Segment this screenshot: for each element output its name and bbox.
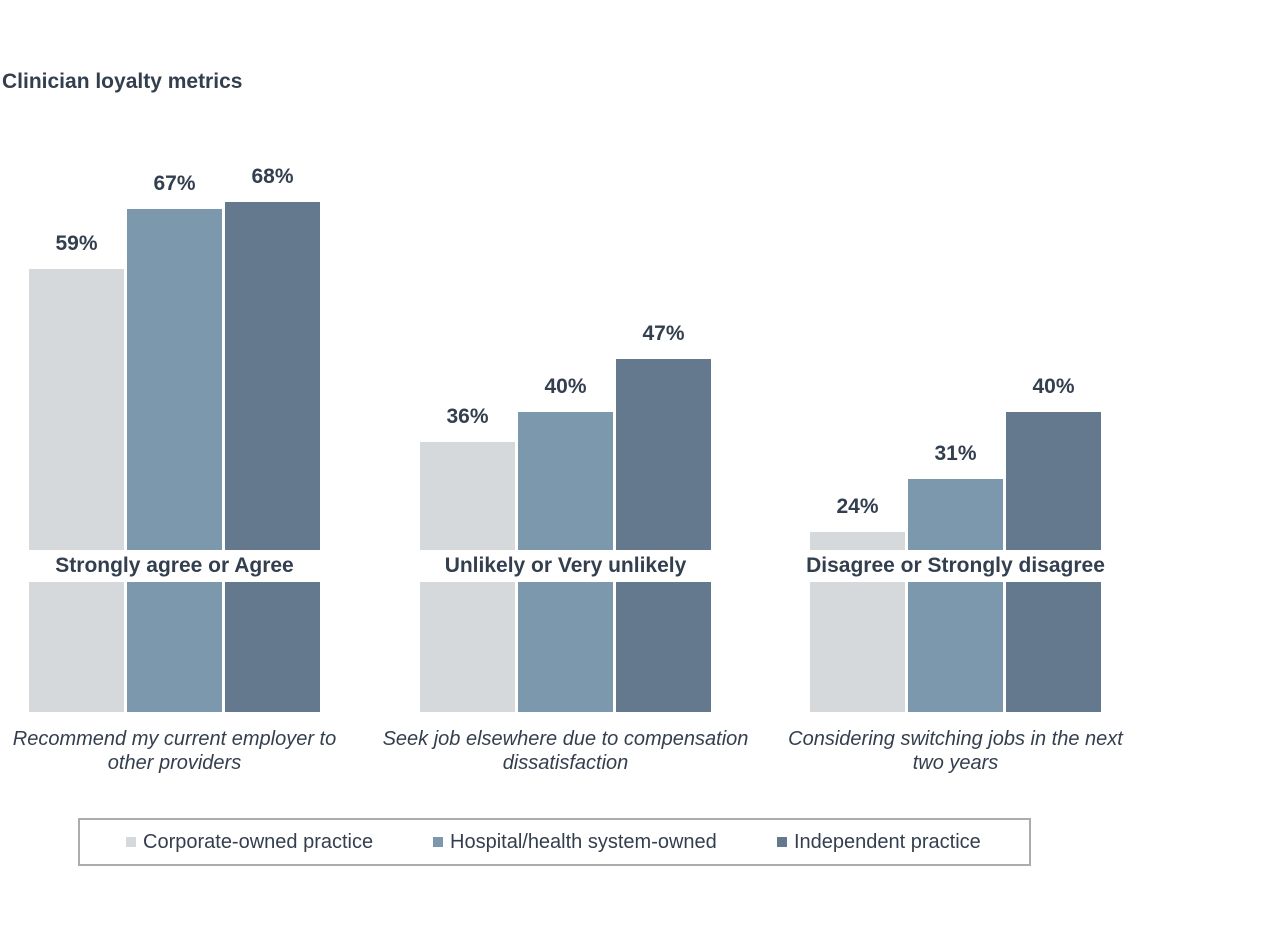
- value-label: 67%: [153, 172, 196, 195]
- value-label: 24%: [836, 495, 879, 518]
- legend-entry-3: Independent practice: [777, 820, 981, 864]
- bar-group1-series2: [127, 209, 222, 712]
- value-label: 47%: [642, 322, 685, 345]
- legend-label: Corporate-owned practice: [143, 830, 374, 853]
- group-caption-line: other providers: [107, 752, 242, 774]
- group-caption-line: Considering switching jobs in the next: [788, 728, 1123, 750]
- group-label: Strongly agree or Agree: [4, 550, 345, 582]
- group-caption: Considering switching jobs in the next tw…: [770, 727, 1141, 775]
- group-label: Unlikely or Very unlikely: [395, 550, 736, 582]
- legend-entry-1: Corporate-owned practice: [126, 820, 373, 864]
- legend-entry-2: Hospital/health system-owned: [433, 820, 717, 864]
- legend-marker-icon: [777, 837, 787, 847]
- value-label: 40%: [1032, 375, 1075, 398]
- legend-marker-icon: [126, 837, 136, 847]
- value-label: 36%: [446, 405, 489, 428]
- bar-group1-series1: [29, 269, 124, 712]
- legend-label: Independent practice: [794, 830, 981, 853]
- bar-group3-series2: [908, 479, 1003, 712]
- bar-group1-series3: [225, 202, 320, 712]
- group-caption-line: Seek job elsewhere due to compensation: [382, 728, 749, 750]
- value-label: 59%: [55, 232, 98, 255]
- value-label: 40%: [544, 375, 587, 398]
- value-label: 68%: [251, 165, 294, 188]
- legend-marker-icon: [433, 837, 443, 847]
- group-label: Disagree or Strongly disagree: [785, 550, 1126, 582]
- bar-group2-series3: [616, 359, 711, 712]
- group-caption: Recommend my current employer to other pr…: [0, 727, 360, 775]
- group-caption-line: dissatisfaction: [502, 752, 629, 774]
- group-caption: Seek job elsewhere due to compensation di…: [380, 727, 751, 775]
- group-caption-line: two years: [912, 752, 999, 774]
- value-label: 31%: [934, 442, 977, 465]
- legend: Corporate-owned practice Hospital/health …: [78, 818, 1031, 866]
- group-caption-line: Recommend my current employer to: [12, 728, 337, 750]
- chart-title: Clinician loyalty metrics: [2, 70, 243, 93]
- legend-label: Hospital/health system-owned: [450, 830, 717, 853]
